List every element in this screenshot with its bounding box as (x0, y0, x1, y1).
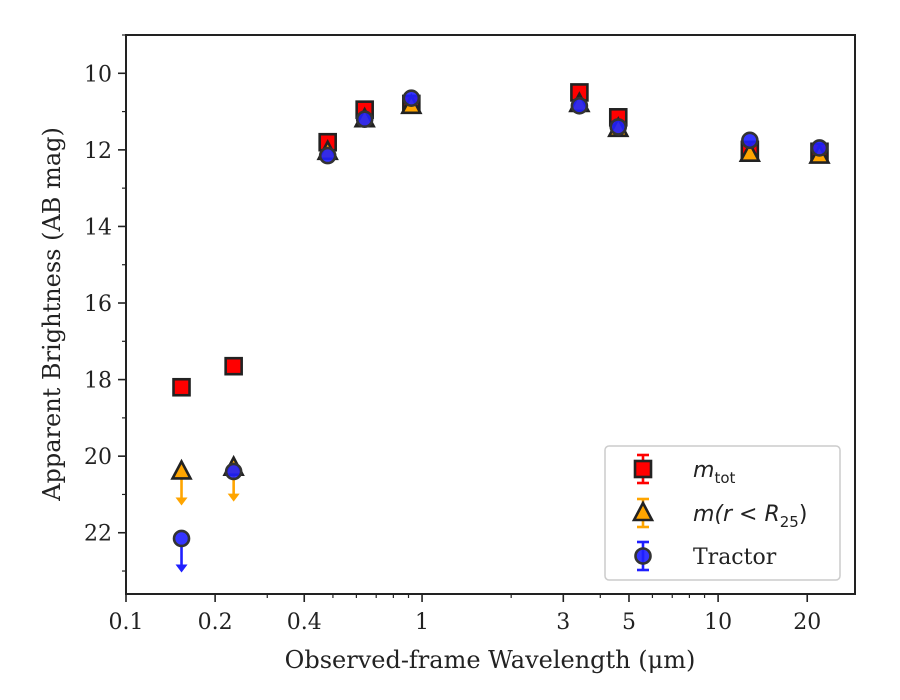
x-axis-title: Observed-frame Wavelength (μm) (285, 646, 696, 674)
x-tick-label: 0.2 (198, 610, 233, 635)
y-tick-label: 18 (84, 369, 112, 394)
x-tick-label: 0.1 (109, 610, 144, 635)
x-tick-label: 5 (622, 610, 636, 635)
legend-marker-square (633, 459, 653, 479)
y-tick-label: 10 (84, 62, 112, 87)
x-tick-label: 10 (704, 610, 732, 635)
data-point-circle (402, 89, 421, 107)
x-tick-label: 20 (793, 610, 821, 635)
data-point-circle (355, 110, 374, 129)
legend: mtot m(r < R25) Tractor (604, 445, 841, 581)
y-tick-label: 22 (84, 522, 112, 547)
data-point-circle (810, 139, 829, 157)
data-point-circle (172, 529, 191, 548)
x-tick-label: 0.4 (287, 610, 322, 635)
y-axis-title: Apparent Brightness (AB mag) (38, 127, 66, 502)
x-axis: 0.1 0.2 0.4 1 3 5 10 20 (109, 594, 821, 635)
x-tick-label: 1 (415, 610, 429, 635)
legend-marker-triangle (631, 500, 655, 522)
y-tick-label: 20 (84, 445, 112, 470)
upper-limit-arrow-head (227, 493, 240, 502)
data-point-triangle (738, 140, 762, 162)
plot-frame (125, 34, 856, 595)
upper-limit-arrow-head (175, 497, 188, 506)
legend-label: m(r < R25) (693, 502, 807, 531)
upper-limit-arrow-head (175, 564, 188, 573)
x-tick-label: 3 (556, 610, 570, 635)
y-tick-label: 16 (84, 292, 112, 317)
data-point-triangle (170, 458, 193, 480)
y-tick-label: 12 (84, 139, 112, 164)
legend-box (604, 445, 841, 581)
data-point-circle (224, 462, 243, 481)
data-point-circle (609, 118, 628, 136)
data-point-circle (741, 131, 759, 150)
y-tick-label: 14 (84, 215, 112, 240)
plot-marks (170, 83, 831, 573)
y-axis: 10 12 14 16 18 20 22 (84, 34, 126, 572)
legend-label: mtot (693, 458, 735, 487)
data-point-square (224, 356, 243, 376)
legend-label: Tractor (693, 545, 777, 570)
data-point-circle (318, 146, 337, 165)
legend-marker-circle (634, 547, 652, 565)
data-point-square (172, 377, 191, 397)
data-point-circle (570, 97, 589, 115)
